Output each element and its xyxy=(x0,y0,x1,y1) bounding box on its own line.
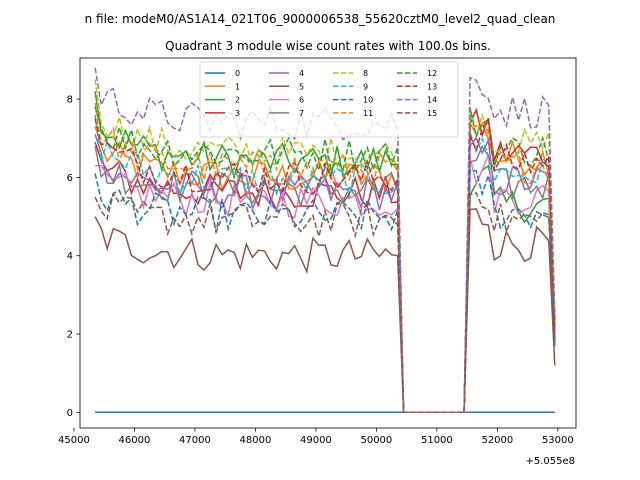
legend-label-3: 3 xyxy=(235,109,240,118)
legend-label-10: 10 xyxy=(363,96,373,105)
series-line-13 xyxy=(94,118,556,414)
legend-label-5: 5 xyxy=(299,82,304,91)
legend-label-14: 14 xyxy=(427,96,437,105)
axis-ticks: 45000 46000 47000 48000 49000 50000 51000 52000… xyxy=(58,95,574,446)
legend-label-1: 1 xyxy=(235,82,240,91)
x-tick-label: 52000 xyxy=(481,435,513,446)
series-line-6 xyxy=(95,154,556,414)
legend-label-7: 7 xyxy=(299,109,304,118)
legend-label-15: 15 xyxy=(427,109,437,118)
x-offset-label: +5.055e8 xyxy=(525,456,575,467)
legend-label-11: 11 xyxy=(363,109,373,118)
legend-label-13: 13 xyxy=(427,82,437,91)
legend-label-6: 6 xyxy=(299,96,304,105)
y-tick-label: 8 xyxy=(67,95,73,106)
x-tick-label: 47000 xyxy=(179,435,211,446)
series-line-14 xyxy=(94,67,556,414)
series-line-15 xyxy=(94,191,556,414)
figure-suptitle: n file: modeM0/AS1A14_021T06_9000006538_… xyxy=(85,12,556,26)
series-line-10 xyxy=(94,169,556,414)
series-line-4 xyxy=(94,134,556,414)
y-tick-label: 0 xyxy=(67,408,73,419)
y-tick-label: 4 xyxy=(67,251,73,262)
series-line-5 xyxy=(94,208,556,414)
chart-title: Quadrant 3 module wise count rates with … xyxy=(165,39,491,53)
x-tick-label: 48000 xyxy=(240,435,272,446)
x-tick-label: 53000 xyxy=(542,435,574,446)
series-lines xyxy=(94,67,556,414)
legend-label-4: 4 xyxy=(299,69,304,78)
y-tick-label: 2 xyxy=(67,330,73,341)
axes-frame xyxy=(79,57,577,429)
series-line-12 xyxy=(94,106,556,414)
legend-label-0: 0 xyxy=(235,69,240,78)
x-tick-label: 45000 xyxy=(58,435,90,446)
x-tick-label: 51000 xyxy=(421,435,453,446)
y-tick-label: 6 xyxy=(67,173,73,184)
legend-label-12: 12 xyxy=(427,69,437,78)
series-line-11 xyxy=(94,102,556,414)
legend-label-8: 8 xyxy=(363,69,368,78)
series-line-8 xyxy=(94,79,556,414)
x-tick-label: 46000 xyxy=(119,435,151,446)
legend-box xyxy=(199,61,459,138)
legend-label-9: 9 xyxy=(363,82,368,91)
x-tick-label: 49000 xyxy=(300,435,332,446)
x-tick-label: 50000 xyxy=(360,435,392,446)
legend-label-2: 2 xyxy=(235,96,240,105)
